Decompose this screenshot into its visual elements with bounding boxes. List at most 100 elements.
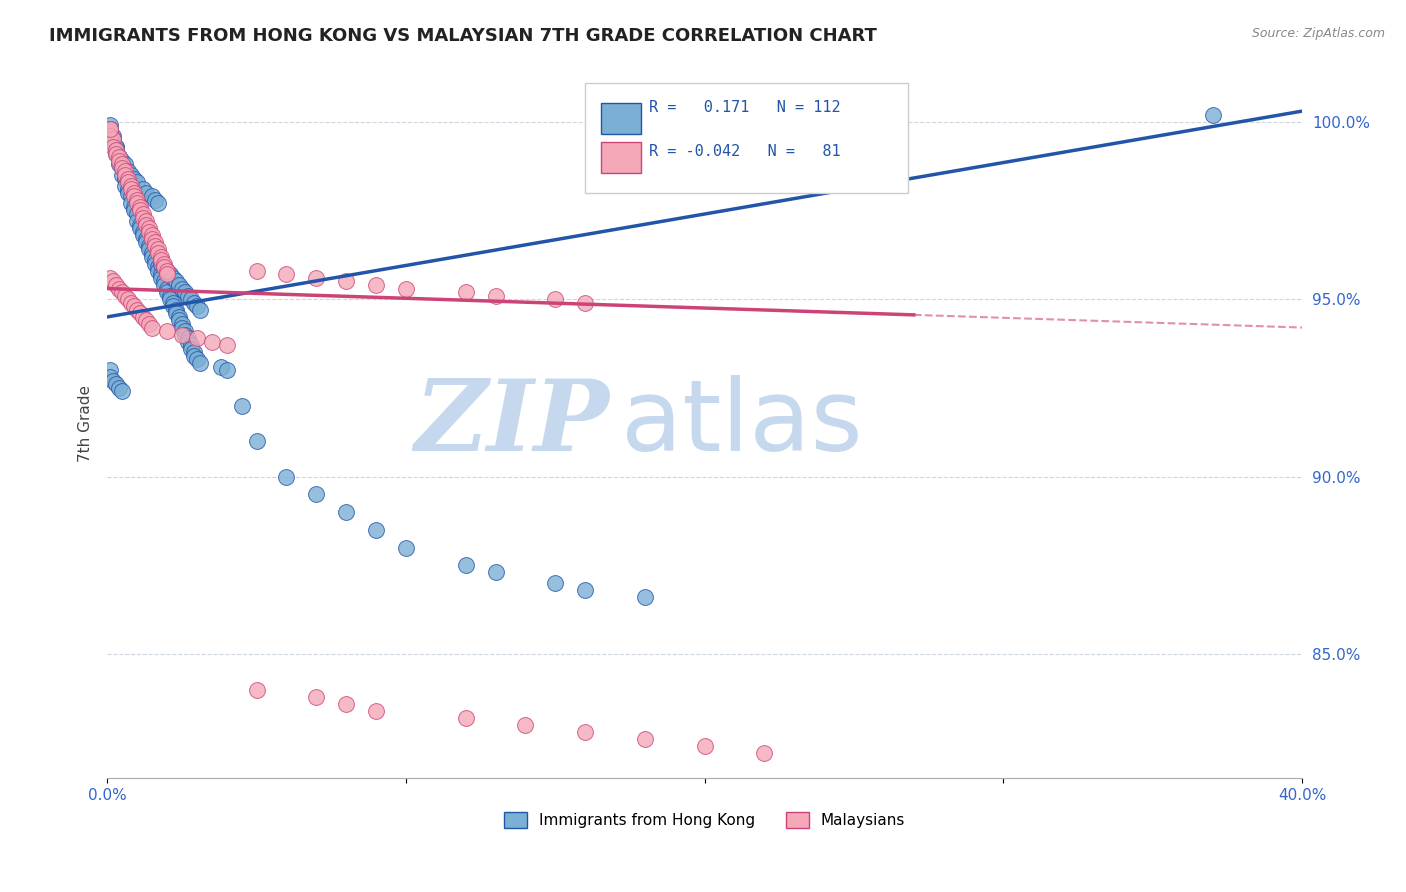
Point: [108, 157, 131, 171]
Point: [201, 334, 224, 349]
Point: [98, 121, 121, 136]
Point: [132, 207, 155, 221]
FancyBboxPatch shape: [600, 103, 641, 134]
Point: [129, 221, 152, 235]
Point: [105, 146, 128, 161]
Point: [153, 260, 176, 275]
Point: [276, 268, 298, 282]
Point: [117, 164, 139, 178]
Point: [156, 268, 179, 282]
Point: [141, 189, 163, 203]
Point: [122, 171, 145, 186]
Point: [180, 338, 202, 352]
Point: [141, 232, 163, 246]
Point: [149, 250, 172, 264]
Point: [108, 381, 131, 395]
Point: [146, 243, 169, 257]
Point: [165, 306, 187, 320]
Point: [129, 306, 152, 320]
Point: [170, 317, 193, 331]
Point: [105, 377, 128, 392]
Point: [98, 271, 121, 285]
Point: [117, 182, 139, 196]
Point: [129, 203, 152, 218]
Point: [125, 196, 148, 211]
Point: [364, 523, 387, 537]
Point: [132, 182, 155, 196]
Point: [754, 747, 776, 761]
Point: [153, 260, 176, 275]
Point: [111, 153, 134, 168]
Point: [335, 505, 357, 519]
Point: [98, 121, 121, 136]
Point: [105, 277, 128, 292]
Point: [125, 193, 148, 207]
Point: [105, 139, 128, 153]
Point: [454, 558, 477, 573]
Point: [98, 125, 121, 139]
Point: [156, 264, 179, 278]
Point: [149, 253, 172, 268]
Point: [143, 239, 166, 253]
Point: [101, 374, 124, 388]
Text: R = -0.042   N =   81: R = -0.042 N = 81: [648, 144, 841, 159]
Point: [335, 275, 357, 289]
Point: [98, 118, 121, 132]
Point: [395, 281, 418, 295]
Point: [156, 285, 179, 299]
Point: [146, 246, 169, 260]
Point: [186, 352, 208, 367]
Text: R =   0.171   N = 112: R = 0.171 N = 112: [648, 100, 841, 115]
FancyBboxPatch shape: [600, 142, 641, 173]
Point: [544, 292, 567, 306]
Point: [231, 399, 253, 413]
Point: [173, 327, 195, 342]
Point: [186, 331, 208, 345]
Point: [245, 264, 267, 278]
Point: [149, 271, 172, 285]
Point: [132, 310, 155, 324]
Point: [364, 704, 387, 718]
Point: [125, 214, 148, 228]
Point: [129, 200, 152, 214]
Point: [117, 171, 139, 186]
Point: [188, 356, 211, 370]
Text: ZIP: ZIP: [415, 376, 609, 472]
Point: [114, 171, 136, 186]
Point: [108, 150, 131, 164]
Point: [156, 281, 179, 295]
Point: [159, 288, 181, 302]
Point: [634, 591, 657, 605]
Point: [122, 299, 145, 313]
Point: [143, 235, 166, 250]
Point: [165, 275, 187, 289]
Point: [135, 232, 157, 246]
Point: [138, 239, 160, 253]
Point: [162, 295, 184, 310]
Point: [146, 264, 169, 278]
Point: [132, 225, 155, 239]
Point: [120, 182, 142, 196]
Point: [305, 690, 328, 704]
Point: [122, 203, 145, 218]
Point: [114, 164, 136, 178]
Point: [120, 295, 142, 310]
Point: [141, 246, 163, 260]
Point: [125, 207, 148, 221]
Point: [170, 320, 193, 334]
Point: [170, 281, 193, 295]
Point: [117, 292, 139, 306]
Point: [146, 196, 169, 211]
Point: [135, 214, 157, 228]
Text: Source: ZipAtlas.com: Source: ZipAtlas.com: [1251, 27, 1385, 40]
FancyBboxPatch shape: [585, 83, 908, 193]
Point: [108, 150, 131, 164]
Point: [143, 193, 166, 207]
Point: [276, 469, 298, 483]
Point: [484, 288, 506, 302]
Point: [159, 292, 181, 306]
Point: [114, 168, 136, 182]
Point: [167, 277, 190, 292]
Point: [141, 228, 163, 243]
Point: [125, 175, 148, 189]
